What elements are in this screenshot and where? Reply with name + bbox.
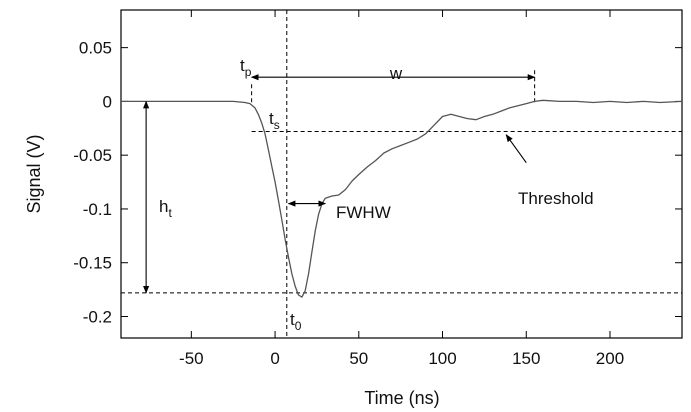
y-axis: 0.05 0 -0.05 -0.1 -0.15 -0.2: [73, 39, 682, 326]
x-tick-label: 50: [349, 349, 368, 368]
y-tick-label: -0.15: [73, 254, 112, 273]
y-tick-label: -0.1: [83, 200, 112, 219]
t0-label: t0: [290, 310, 302, 333]
fwhw-label: FWHW: [336, 203, 391, 222]
threshold-pointer-arrow: [505, 134, 527, 164]
tp-label: tp: [240, 56, 252, 79]
w-label: w: [389, 64, 403, 83]
x-tick-label: -50: [179, 349, 204, 368]
plot-frame: [120, 9, 683, 339]
ht-label: ht: [159, 197, 172, 220]
x-axis-title: Time (ns): [364, 388, 439, 408]
x-axis: -50 0 50 100 150 200: [179, 10, 624, 368]
x-tick-label: 200: [596, 349, 624, 368]
x-tick-label: 150: [512, 349, 540, 368]
y-tick-label: 0: [103, 92, 112, 111]
y-tick-label: -0.2: [83, 307, 112, 326]
ts-label: ts: [269, 109, 280, 132]
x-tick-label: 100: [428, 349, 456, 368]
threshold-label: Threshold: [518, 189, 594, 208]
y-tick-label: 0.05: [79, 39, 112, 58]
signal-series-line: [121, 99, 683, 298]
x-tick-label: 0: [270, 349, 279, 368]
y-tick-label: -0.05: [73, 146, 112, 165]
y-axis-title: Signal (V): [24, 134, 44, 213]
